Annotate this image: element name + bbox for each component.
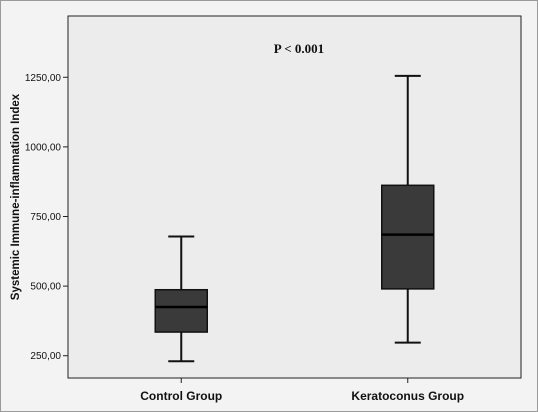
box-keratoconus-group: [381, 74, 435, 344]
p-value-annotation: P < 0.001: [274, 41, 324, 56]
y-tick-label: 1000,00: [25, 142, 62, 153]
y-axis-title: Systemic Immune-inflammation Index: [10, 93, 22, 300]
plot-area: [67, 15, 522, 379]
x-axis-labels: Control Group Keratoconus Group: [140, 378, 464, 403]
y-tick-label: 250,00: [30, 351, 61, 362]
y-tick-label: 500,00: [30, 282, 61, 293]
box-series: [154, 74, 435, 363]
y-tick-label: 1250,00: [25, 73, 62, 84]
iqr-box: [154, 288, 208, 333]
y-tick-label: 750,00: [30, 212, 61, 223]
x-category-label: Control Group: [140, 389, 222, 403]
y-axis-ticks: 250,00 500,00 750,00 1000,00 1250,00: [25, 73, 68, 362]
x-category-label: Keratoconus Group: [351, 389, 464, 403]
box-control-group: [154, 235, 208, 363]
iqr-box: [381, 184, 435, 290]
